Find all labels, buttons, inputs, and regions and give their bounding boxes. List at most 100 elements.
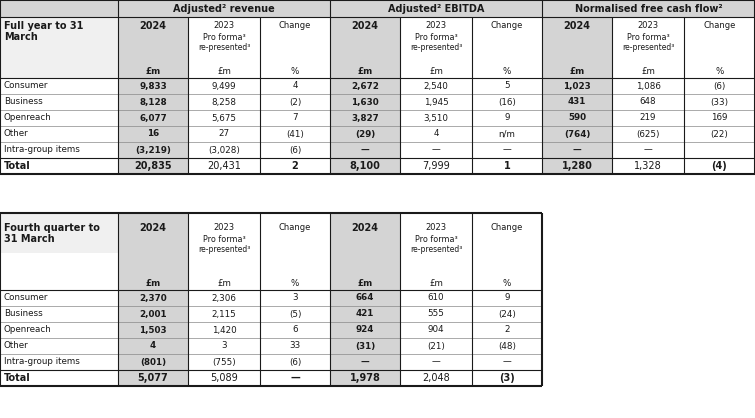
Text: 1: 1 bbox=[504, 161, 510, 171]
Text: £m: £m bbox=[357, 278, 373, 288]
Text: %: % bbox=[503, 278, 511, 288]
Text: 4: 4 bbox=[150, 342, 156, 351]
Text: 31 March: 31 March bbox=[4, 234, 54, 244]
Text: £m: £m bbox=[357, 66, 373, 76]
Text: 2,672: 2,672 bbox=[351, 82, 379, 91]
Text: 20,835: 20,835 bbox=[134, 161, 172, 171]
Text: 2: 2 bbox=[291, 161, 298, 171]
Text: 2024: 2024 bbox=[352, 21, 378, 31]
Text: 6,077: 6,077 bbox=[139, 114, 167, 122]
Text: £m: £m bbox=[429, 278, 443, 288]
Bar bbox=[542, 17, 612, 174]
Text: re-presented³: re-presented³ bbox=[622, 43, 674, 51]
Text: 2023: 2023 bbox=[637, 21, 658, 31]
Text: (5): (5) bbox=[288, 309, 301, 319]
Text: 9: 9 bbox=[504, 293, 510, 303]
Text: 2024: 2024 bbox=[140, 223, 167, 233]
Text: Normalised free cash flow²: Normalised free cash flow² bbox=[575, 3, 723, 13]
Text: (24): (24) bbox=[498, 309, 516, 319]
Text: Adjusted² revenue: Adjusted² revenue bbox=[173, 3, 275, 13]
Text: £m: £m bbox=[429, 66, 443, 76]
Text: Consumer: Consumer bbox=[4, 293, 48, 303]
Text: 1,023: 1,023 bbox=[563, 82, 591, 91]
Text: Intra-group items: Intra-group items bbox=[4, 145, 80, 155]
Text: 610: 610 bbox=[427, 293, 444, 303]
Text: re-presented³: re-presented³ bbox=[198, 245, 250, 253]
Text: (21): (21) bbox=[427, 342, 445, 351]
Text: Adjusted² EBITDA: Adjusted² EBITDA bbox=[388, 3, 484, 13]
Text: 20,431: 20,431 bbox=[207, 161, 241, 171]
Text: %: % bbox=[291, 66, 299, 76]
Text: 2023: 2023 bbox=[425, 224, 446, 232]
Text: 1,503: 1,503 bbox=[139, 326, 167, 334]
Text: 8,100: 8,100 bbox=[350, 161, 381, 171]
Text: 9: 9 bbox=[504, 114, 510, 122]
Text: 421: 421 bbox=[356, 309, 374, 319]
Text: —: — bbox=[432, 145, 440, 155]
Text: 2,370: 2,370 bbox=[139, 293, 167, 303]
Text: 2023: 2023 bbox=[214, 21, 235, 31]
Text: 590: 590 bbox=[568, 114, 586, 122]
Text: 169: 169 bbox=[711, 114, 728, 122]
Bar bbox=[0, 0, 755, 17]
Text: —: — bbox=[361, 357, 369, 367]
Bar bbox=[118, 17, 188, 174]
Text: 7: 7 bbox=[292, 114, 297, 122]
Text: 9,499: 9,499 bbox=[211, 82, 236, 91]
Text: £m: £m bbox=[217, 278, 231, 288]
Text: 219: 219 bbox=[639, 114, 656, 122]
Text: (31): (31) bbox=[355, 342, 375, 351]
Text: 5,077: 5,077 bbox=[137, 373, 168, 383]
Text: (48): (48) bbox=[498, 342, 516, 351]
Text: 3: 3 bbox=[292, 293, 297, 303]
Bar bbox=[118, 213, 188, 386]
Text: re-presented³: re-presented³ bbox=[410, 43, 462, 51]
Bar bbox=[0, 17, 118, 78]
Text: 2,115: 2,115 bbox=[211, 309, 236, 319]
Text: (4): (4) bbox=[712, 161, 727, 171]
Text: 2023: 2023 bbox=[425, 21, 446, 31]
Text: Other: Other bbox=[4, 342, 29, 351]
Text: n/m: n/m bbox=[498, 130, 516, 138]
Text: Change: Change bbox=[279, 224, 311, 232]
Text: 664: 664 bbox=[356, 293, 374, 303]
Text: (3): (3) bbox=[499, 373, 515, 383]
Text: £m: £m bbox=[569, 66, 584, 76]
Text: (6): (6) bbox=[289, 145, 301, 155]
Text: 1,420: 1,420 bbox=[211, 326, 236, 334]
Text: 431: 431 bbox=[568, 97, 586, 107]
Text: (755): (755) bbox=[212, 357, 236, 367]
Text: 648: 648 bbox=[639, 97, 656, 107]
Text: (29): (29) bbox=[355, 130, 375, 138]
Text: (801): (801) bbox=[140, 357, 166, 367]
Text: 2,306: 2,306 bbox=[211, 293, 236, 303]
Text: 3: 3 bbox=[221, 342, 226, 351]
Text: £m: £m bbox=[146, 66, 161, 76]
Text: Openreach: Openreach bbox=[4, 326, 52, 334]
Text: —: — bbox=[361, 145, 369, 155]
Text: 9,833: 9,833 bbox=[139, 82, 167, 91]
Text: 5: 5 bbox=[504, 82, 510, 91]
Text: —: — bbox=[503, 145, 511, 155]
Text: 1,630: 1,630 bbox=[351, 97, 379, 107]
Text: —: — bbox=[290, 373, 300, 383]
Text: Pro forma³: Pro forma³ bbox=[202, 234, 245, 244]
Text: 1,945: 1,945 bbox=[424, 97, 448, 107]
Text: 27: 27 bbox=[218, 130, 230, 138]
Text: —: — bbox=[572, 145, 581, 155]
Text: (6): (6) bbox=[713, 82, 726, 91]
Text: 4: 4 bbox=[292, 82, 297, 91]
Text: Business: Business bbox=[4, 97, 43, 107]
Text: %: % bbox=[291, 278, 299, 288]
Text: 2,001: 2,001 bbox=[139, 309, 167, 319]
Text: 3,827: 3,827 bbox=[351, 114, 379, 122]
Text: (16): (16) bbox=[498, 97, 516, 107]
Text: Other: Other bbox=[4, 130, 29, 138]
Text: 1,280: 1,280 bbox=[562, 161, 593, 171]
Text: %: % bbox=[503, 66, 511, 76]
Text: (3,028): (3,028) bbox=[208, 145, 240, 155]
Text: —: — bbox=[503, 357, 511, 367]
Text: (2): (2) bbox=[289, 97, 301, 107]
Text: Change: Change bbox=[279, 21, 311, 31]
Text: Change: Change bbox=[704, 21, 735, 31]
